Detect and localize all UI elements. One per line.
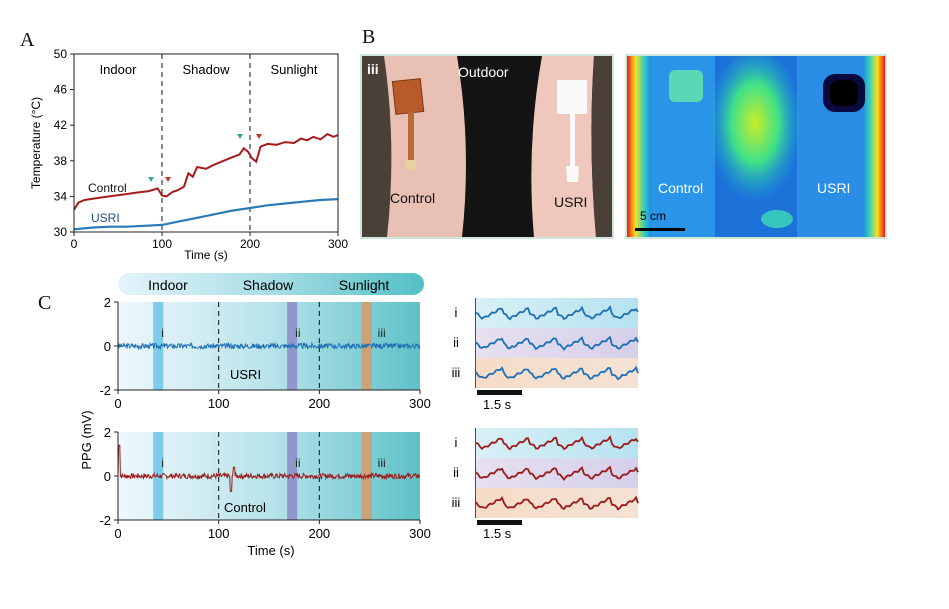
ppg-y-axis-label: PPG (mV) — [79, 410, 94, 469]
scale-bar — [477, 390, 522, 395]
x-tick-label: 300 — [409, 526, 431, 541]
thermal-usri-label: USRI — [817, 180, 851, 196]
y-tick-label: 2 — [104, 425, 111, 440]
zoom-row-label-ii: ii — [453, 335, 459, 350]
y-tick-label: 46 — [54, 83, 68, 97]
y-tick-label: 50 — [54, 47, 68, 61]
photo-control-label: Control — [390, 190, 436, 206]
outdoor-photo: iii Outdoor Control USRI — [360, 54, 614, 239]
x-tick-label: 0 — [114, 526, 121, 541]
zoom-row-label-ii: ii — [453, 465, 459, 480]
marker-teal-1 — [148, 177, 154, 182]
control-series-label: Control — [88, 181, 127, 195]
zoom-scale-label-bottom: 1.5 s — [483, 526, 512, 541]
photo-usri-label: USRI — [554, 194, 588, 210]
zoom-row-label-iii: iii — [452, 365, 461, 380]
x-tick-label: 200 — [240, 237, 260, 251]
phase-banner — [118, 273, 424, 295]
zoom-row-label-iii: iii — [452, 495, 461, 510]
control-temperature-line — [73, 132, 339, 211]
window-label-ii: ii — [295, 326, 300, 340]
x-tick-label: 100 — [152, 237, 172, 251]
phase-label-indoor: Indoor — [148, 277, 188, 293]
x-tick-label: 100 — [208, 526, 230, 541]
x-tick-label: 200 — [308, 526, 330, 541]
usri-ppg-trace — [117, 341, 421, 351]
scale-bar — [477, 520, 522, 525]
x-tick-label: 0 — [71, 237, 78, 251]
usri-zoom-waveform-ii — [475, 335, 639, 351]
y-axis-label: Temperature (°C) — [29, 97, 43, 189]
region-label-sunlight: Sunlight — [271, 62, 318, 77]
y-tick-label: 34 — [54, 189, 68, 203]
ppg-x-axis-label: Time (s) — [247, 543, 294, 558]
plot-frame — [73, 53, 339, 233]
thermal-control-label: Control — [658, 180, 704, 196]
photo-outdoor-label: Outdoor — [458, 64, 509, 80]
y-tick-label: 2 — [104, 295, 111, 310]
x-tick-label: 0 — [114, 396, 121, 411]
x-tick-label: 200 — [308, 396, 330, 411]
zoom-scale-label-top: 1.5 s — [483, 397, 512, 412]
control-zoom-waveform-iii — [475, 495, 639, 511]
x-tick-label: 100 — [208, 396, 230, 411]
usri-zoom-waveform-i — [475, 305, 639, 321]
phase-label-shadow: Shadow — [243, 277, 294, 293]
region-label-shadow: Shadow — [183, 62, 231, 77]
region-label-indoor: Indoor — [100, 62, 138, 77]
control-zoom-waveform-i — [475, 435, 639, 451]
x-tick-label: 300 — [328, 237, 348, 251]
usri-zoom-waveform-iii — [475, 365, 639, 381]
y-tick-label: 42 — [54, 118, 68, 132]
window-label-i: i — [161, 456, 164, 470]
zoom-row-label-i: i — [455, 305, 458, 320]
window-label-ii: ii — [295, 456, 300, 470]
control-zoom-waveform-ii — [475, 465, 639, 481]
thermal-image: Control USRI 5 cm — [625, 54, 887, 239]
control-ppg-trace — [117, 444, 421, 492]
window-label-i: i — [161, 326, 164, 340]
control-trace-label: Control — [224, 500, 266, 515]
window-label-iii: iii — [378, 326, 386, 340]
y-tick-label: 0 — [104, 469, 111, 484]
y-tick-label: 38 — [54, 154, 68, 168]
usri-trace-label: USRI — [230, 367, 261, 382]
y-tick-label: 30 — [54, 225, 68, 239]
temperature-chart: 30 34 38 42 46 50 0 100 200 300 Indoor Shadow Sunli… — [29, 47, 348, 262]
marker-green-2 — [237, 134, 243, 139]
panel-label-b: B — [362, 26, 376, 48]
thermal-scale-label: 5 cm — [640, 209, 667, 223]
zoom-row-label-i: i — [455, 435, 458, 450]
photo-roman-label: iii — [367, 61, 379, 77]
x-tick-label: 300 — [409, 396, 431, 411]
y-tick-label: -2 — [99, 513, 111, 528]
y-tick-label: 0 — [104, 339, 111, 354]
usri-series-label: USRI — [91, 211, 120, 225]
marker-red-2 — [256, 134, 262, 139]
phase-label-sunlight: Sunlight — [339, 277, 390, 293]
panel-label-a: A — [20, 29, 35, 51]
usri-temperature-line — [73, 198, 339, 231]
x-axis-label: Time (s) — [184, 248, 228, 262]
window-label-iii: iii — [378, 456, 386, 470]
panel-label-c: C — [38, 292, 52, 314]
marker-red-1 — [165, 177, 171, 182]
y-tick-label: -2 — [99, 383, 111, 398]
